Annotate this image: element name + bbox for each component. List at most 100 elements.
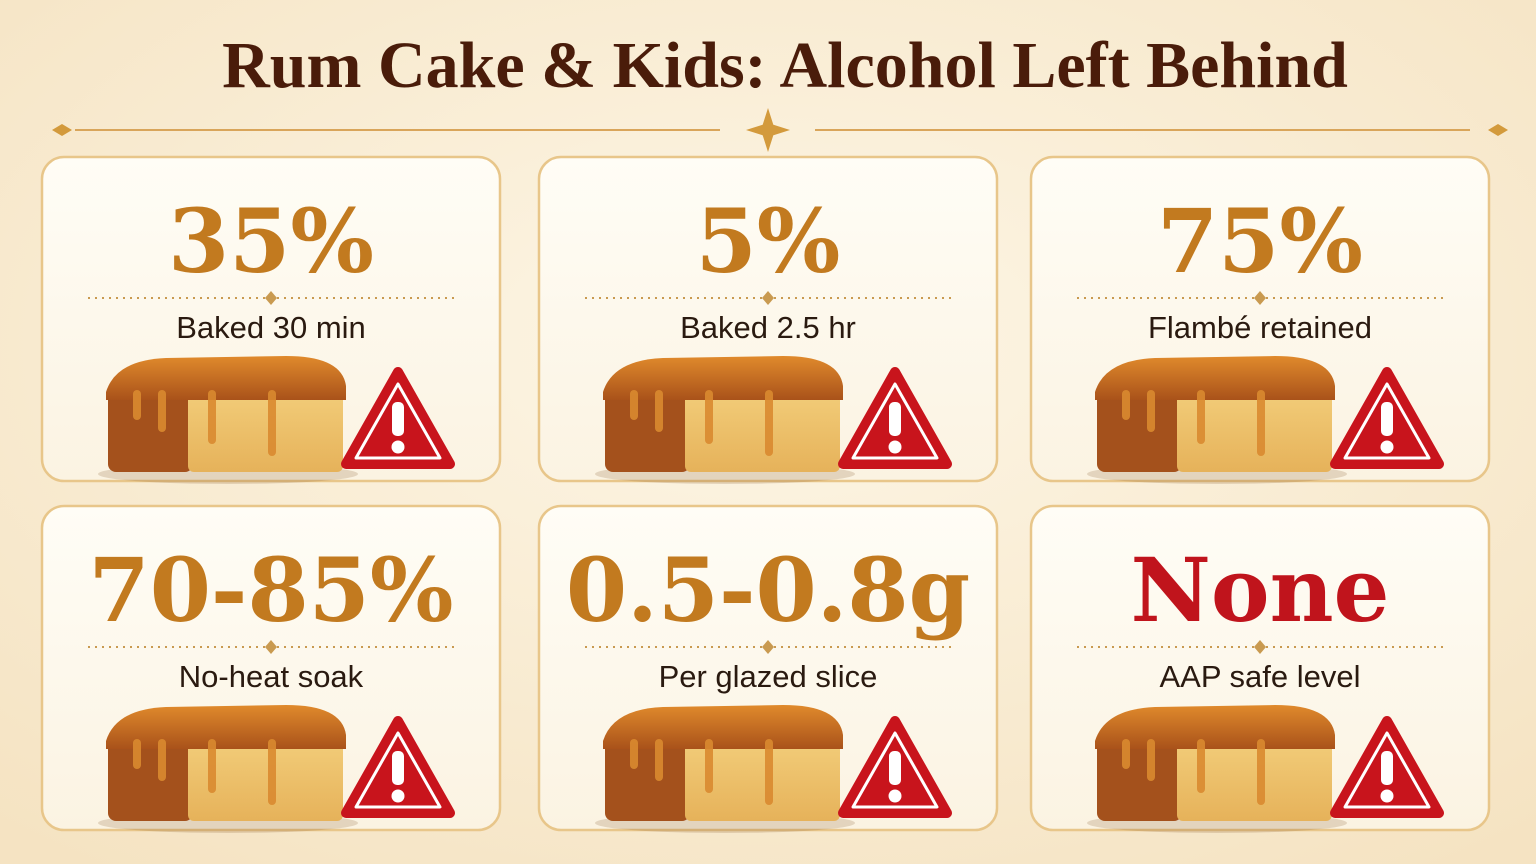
- cake-glaze: [1095, 356, 1335, 400]
- glaze-drip: [655, 739, 663, 781]
- cake-glaze: [1095, 705, 1335, 749]
- glaze-drip: [630, 739, 638, 769]
- card: 35% Baked 30 min: [40, 155, 502, 484]
- warning-icon: [838, 367, 952, 469]
- warning-dot: [391, 789, 405, 803]
- divider: [52, 108, 1508, 152]
- glaze-drip: [1147, 390, 1155, 432]
- warning-bar: [889, 402, 901, 436]
- cake-side: [605, 731, 690, 821]
- cake-image: [1087, 356, 1347, 484]
- cake-crumb: [188, 384, 343, 472]
- title: Rum Cake & Kids: Alcohol Left Behind: [222, 29, 1348, 102]
- card-stat: 70-85%: [88, 538, 453, 642]
- cake-glaze: [603, 356, 843, 400]
- card-label: Per glazed slice: [659, 659, 878, 694]
- warning-bar: [392, 751, 404, 785]
- rule-diamond: [265, 640, 277, 654]
- card-label: Baked 30 min: [176, 310, 366, 345]
- glaze-drip: [268, 390, 276, 456]
- card-stat: 5%: [696, 189, 841, 293]
- cake-image: [98, 705, 358, 833]
- warning-bar: [1381, 402, 1393, 436]
- cake-side: [108, 731, 193, 821]
- warning-icon: [341, 367, 455, 469]
- rule-diamond: [762, 640, 774, 654]
- cake-crumb: [685, 733, 840, 821]
- warning-dot: [888, 789, 902, 803]
- card: 75% Flambé retained: [1029, 155, 1491, 484]
- glaze-drip: [1257, 739, 1265, 805]
- warning-dot: [888, 440, 902, 454]
- cake-glaze: [106, 705, 346, 749]
- warning-inner: [851, 382, 939, 460]
- warning-inner: [1343, 731, 1431, 809]
- cake-glaze: [106, 356, 346, 400]
- warning-icon: [838, 716, 952, 818]
- rule-diamond: [1254, 291, 1266, 305]
- rule-diamond: [762, 291, 774, 305]
- card: None AAP safe level: [1029, 504, 1491, 833]
- cake-crumb: [685, 384, 840, 472]
- cake-crumb: [188, 733, 343, 821]
- glaze-drip: [1197, 390, 1205, 444]
- warning-dot: [1380, 440, 1394, 454]
- warning-inner: [354, 382, 442, 460]
- glaze-drip: [765, 390, 773, 456]
- glaze-drip: [208, 390, 216, 444]
- glaze-drip: [208, 739, 216, 793]
- card: 70-85% No-heat soak: [40, 504, 502, 833]
- cake-glaze: [603, 705, 843, 749]
- warning-dot: [1380, 789, 1394, 803]
- glaze-drip: [705, 390, 713, 444]
- cake-side: [1097, 382, 1182, 472]
- rule-diamond: [265, 291, 277, 305]
- warning-inner: [354, 731, 442, 809]
- glaze-drip: [1147, 739, 1155, 781]
- glaze-drip: [268, 739, 276, 805]
- card-label: No-heat soak: [179, 659, 364, 694]
- cake-side: [605, 382, 690, 472]
- warning-bar: [889, 751, 901, 785]
- glaze-drip: [158, 739, 166, 781]
- cake-side: [1097, 731, 1182, 821]
- card-stat: 0.5-0.8g: [566, 538, 970, 642]
- warning-bar: [1381, 751, 1393, 785]
- cake-crumb: [1177, 384, 1332, 472]
- warning-inner: [1343, 382, 1431, 460]
- glaze-drip: [1122, 390, 1130, 420]
- rule-diamond: [1254, 640, 1266, 654]
- card-label: Flambé retained: [1148, 310, 1372, 345]
- card-label: Baked 2.5 hr: [680, 310, 856, 345]
- warning-dot: [391, 440, 405, 454]
- cake-side: [108, 382, 193, 472]
- glaze-drip: [765, 739, 773, 805]
- warning-icon: [1330, 367, 1444, 469]
- cards: 35% Baked 30 min 5% Baked 2.5 hr 75% Flambé r…: [40, 155, 1491, 833]
- glaze-drip: [133, 739, 141, 769]
- warning-icon: [1330, 716, 1444, 818]
- warning-bar: [392, 402, 404, 436]
- glaze-drip: [133, 390, 141, 420]
- card: 5% Baked 2.5 hr: [537, 155, 999, 484]
- glaze-drip: [1257, 390, 1265, 456]
- glaze-drip: [630, 390, 638, 420]
- glaze-drip: [1197, 739, 1205, 793]
- card-label: AAP safe level: [1159, 659, 1360, 694]
- glaze-drip: [158, 390, 166, 432]
- card-stat: 75%: [1157, 189, 1363, 293]
- cake-crumb: [1177, 733, 1332, 821]
- cake-image: [595, 356, 855, 484]
- glaze-drip: [1122, 739, 1130, 769]
- cake-image: [98, 356, 358, 484]
- warning-inner: [851, 731, 939, 809]
- warning-icon: [341, 716, 455, 818]
- glaze-drip: [705, 739, 713, 793]
- glaze-drip: [655, 390, 663, 432]
- card-stat: 35%: [168, 189, 374, 293]
- card-stat: None: [1130, 538, 1389, 642]
- card: 0.5-0.8g Per glazed slice: [537, 504, 999, 833]
- cake-image: [1087, 705, 1347, 833]
